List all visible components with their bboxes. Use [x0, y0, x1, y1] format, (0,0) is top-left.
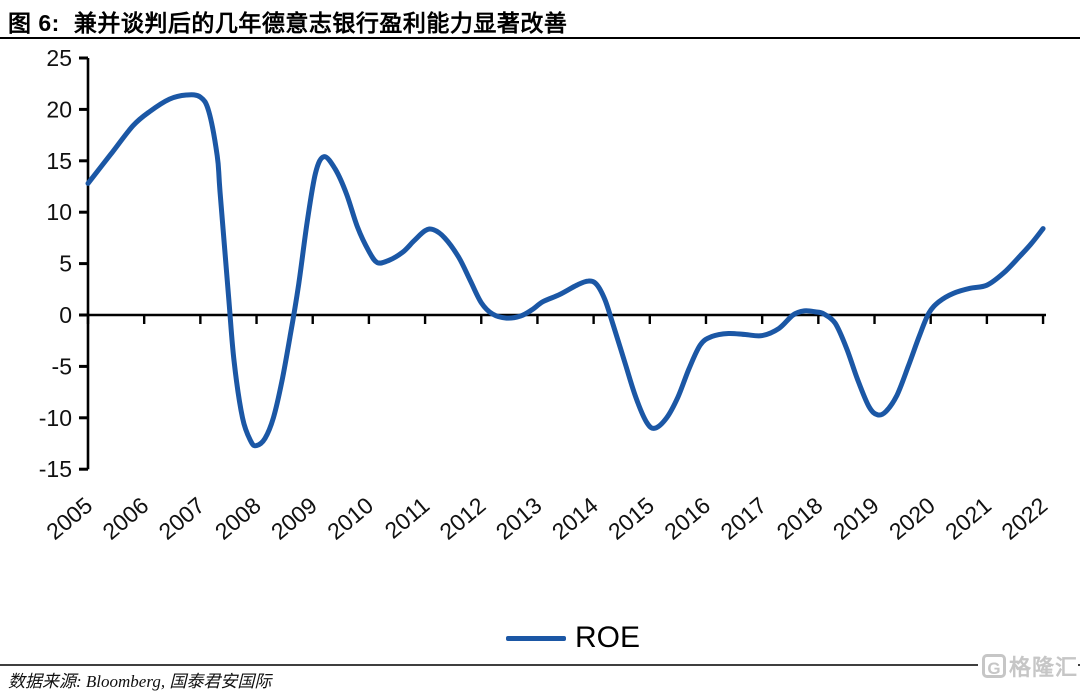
watermark-logo-icon: G — [981, 654, 1006, 678]
x-axis-year-label: 2007 — [154, 492, 210, 545]
data-source-note: 数据来源: Bloomberg, 国泰君安国际 — [8, 672, 272, 691]
legend-line-swatch — [506, 635, 566, 641]
x-axis-year-label: 2021 — [940, 492, 996, 545]
x-axis-year-label: 2017 — [715, 492, 771, 545]
x-axis-year-label: 2014 — [547, 492, 603, 545]
x-axis-year-label: 2015 — [603, 492, 659, 545]
roe-curve — [85, 92, 1046, 449]
x-axis-year-label: 2009 — [266, 492, 322, 545]
y-axis-tick-label: 10 — [46, 199, 72, 225]
y-axis-tick-label: 25 — [46, 45, 72, 71]
figure-label: 图 6: — [8, 10, 60, 36]
x-axis-year-label: 2018 — [772, 492, 828, 545]
x-axis-year-label: 2019 — [828, 492, 884, 545]
x-axis-year-label: 2013 — [491, 492, 547, 545]
legend-label: ROE — [575, 621, 641, 654]
chart-legend: ROE — [506, 621, 640, 655]
y-axis-tick-label: 0 — [59, 302, 72, 328]
figure-title: 图 6: 兼并谈判后的几年德意志银行盈利能力显著改善 — [8, 4, 1072, 38]
footer-divider — [0, 664, 1080, 666]
x-axis-year-label: 2006 — [97, 492, 153, 545]
figure-title-text: 兼并谈判后的几年德意志银行盈利能力显著改善 — [73, 10, 568, 36]
y-axis-tick-label: -10 — [39, 405, 72, 431]
title-underline — [0, 37, 1080, 39]
x-axis-year-label: 2008 — [210, 492, 266, 545]
watermark-text: 格隆汇 — [1008, 655, 1078, 680]
gelonghui-watermark: G 格隆汇 — [977, 651, 1078, 681]
y-axis-tick-label: -15 — [39, 456, 72, 482]
y-axis-tick-label: 20 — [46, 96, 72, 122]
x-axis-year-label: 2022 — [996, 492, 1052, 545]
y-axis-tick-label: 15 — [46, 148, 72, 174]
x-axis-year-label: 2011 — [380, 492, 435, 544]
y-axis-tick-label: 5 — [59, 251, 72, 277]
x-axis-year-label: 2010 — [322, 492, 378, 545]
x-axis-year-label: 2012 — [435, 492, 491, 545]
y-axis-tick-label: -5 — [52, 353, 72, 379]
x-axis-year-label: 2020 — [884, 492, 940, 545]
x-axis-year-label: 2016 — [659, 492, 715, 545]
x-axis-year-label: 2005 — [41, 492, 97, 545]
